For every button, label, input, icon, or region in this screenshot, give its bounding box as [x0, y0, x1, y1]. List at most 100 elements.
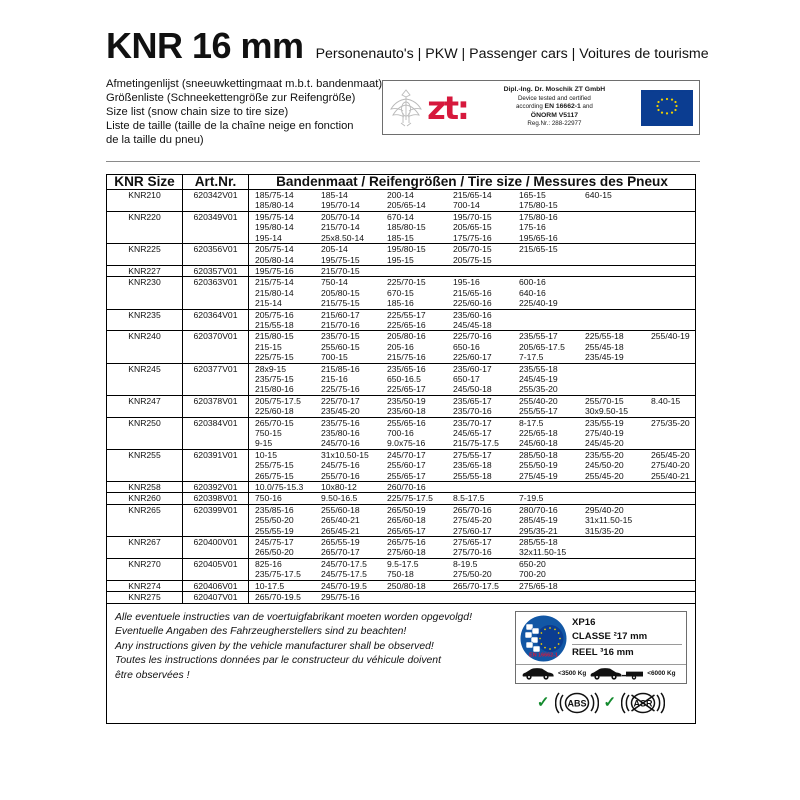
table-row: KNR258 620392V01 10.0/75-15.3 10x80-12 260/7… [106, 481, 696, 494]
cell-art-nr: 620356V01 [182, 243, 249, 266]
tire-size-column: 260/70-16 [381, 482, 447, 492]
tire-size-value: 255/60-17 [387, 460, 426, 471]
tire-size-value: 255/40-20 [519, 395, 558, 406]
tire-size-value: 255/70-16 [321, 470, 360, 481]
tire-size-value: 255/40-21 [651, 470, 690, 481]
tire-size-value: 255/60-15 [321, 341, 360, 352]
cell-tire-sizes: 265/70-15 750-15 9-15 235/75-16 235/80-16 245… [248, 416, 696, 450]
description-line: Afmetingenlijst (sneeuwkettingmaat m.b.t… [106, 78, 383, 90]
tire-size-column: 185-14 195/70-14 [315, 190, 381, 211]
tire-size-value: 235/65-18 [453, 460, 492, 471]
tire-size-value: 10-17.5 [255, 580, 285, 591]
cell-tire-sizes: 10.0/75-15.3 10x80-12 260/70-16 [248, 481, 696, 494]
tire-size-value: 215/75-14 [255, 277, 294, 288]
tire-size-value: 245/60-18 [519, 438, 558, 449]
tire-size-column: 215/65-15 [513, 244, 579, 265]
tire-size-value: 225/65-17 [387, 384, 426, 395]
tire-size-column [645, 581, 711, 591]
tire-size-value: 245/75-16 [321, 460, 360, 471]
tire-size-column [447, 592, 513, 602]
tire-size-column: 255/65-16 700-16 9.0x75-16 [381, 418, 447, 449]
tire-size-column [513, 482, 579, 492]
tire-size-value: 8-17.5 [519, 417, 544, 428]
tire-size-value: 31x11.50-15 [585, 515, 633, 526]
tire-size-value: 185-14 [321, 190, 348, 201]
tire-size-column [645, 212, 711, 243]
tire-size-column [579, 537, 645, 558]
tire-size-column [645, 310, 711, 331]
tire-size-value: 255/45-20 [585, 470, 624, 481]
tire-size-value: 255/65-16 [387, 417, 426, 428]
note-line: être observées ! [115, 669, 190, 681]
tire-size-value: 195/70-14 [321, 200, 360, 211]
tire-size-column: 205/80-16 205-16 215/75-16 [381, 331, 447, 362]
tire-size-value: 195-15 [387, 254, 414, 265]
tire-size-value: 275/55-17 [453, 449, 492, 460]
tire-size-column: 275/55-17 235/65-18 255/55-18 [447, 450, 513, 481]
tire-size-column [381, 266, 447, 276]
tire-size-column: 235/50-19 235/60-18 [381, 396, 447, 417]
tire-size-column: 235/85-16 255/50-20 255/55-19 [249, 505, 315, 536]
tire-size-value: 235/55-18 [519, 363, 558, 374]
tire-size-column: 235/55-17 205/65-17.5 7-17.5 [513, 331, 579, 362]
tire-size-column: 200-14 205/65-14 [381, 190, 447, 211]
tire-size-value: 265/45-20 [651, 449, 690, 460]
tire-size-value: 265/55-19 [321, 537, 360, 548]
cell-tire-sizes: 185/75-14 185/80-14 185-14 195/70-14 200-14 2… [248, 189, 696, 212]
document-header: KNR 16 mm Personenauto's | PKW | Passeng… [106, 28, 709, 64]
tire-size-column: 205-14 195/75-15 [315, 244, 381, 265]
tire-size-value: 275/65-17 [453, 537, 492, 548]
tire-size-value: 205-14 [321, 244, 348, 255]
tire-size-value: 245/45-20 [585, 438, 624, 449]
tire-size-value: 9-15 [255, 438, 273, 449]
tire-size-value: 245/50-18 [453, 384, 492, 395]
cell-knr-size: KNR240 [106, 330, 183, 364]
tire-size-value: 275/40-19 [585, 428, 624, 438]
cell-knr-size: KNR235 [106, 308, 183, 332]
cell-knr-size: KNR247 [106, 394, 183, 418]
cell-art-nr: 620384V01 [182, 416, 249, 450]
tire-size-value: 255/55-17 [519, 406, 558, 417]
tire-size-value: 235/60-17 [453, 363, 492, 374]
tire-size-column: 255/40-19 [645, 331, 711, 362]
tire-size-value: 295/35-21 [519, 525, 558, 536]
cell-tire-sizes: 825-16 235/75-17.5 245/70-17.5 245/75-17.5 9… [248, 557, 696, 581]
badge-divider [572, 644, 682, 646]
tire-size-value: 255/55-18 [453, 470, 492, 481]
tire-size-value: 255/50-19 [519, 460, 558, 471]
tire-size-value: 225/75-17.5 [387, 493, 433, 504]
tire-size-value: 265/75-16 [387, 537, 426, 548]
tire-size-column: 10x80-12 [315, 482, 381, 492]
tire-size-value: 235/45-19 [585, 352, 624, 363]
tire-size-column [579, 364, 645, 395]
tire-size-value: 650-16 [453, 341, 480, 352]
tire-size-column: 225/70-15 670-15 185-16 [381, 277, 447, 308]
tire-size-value: 235/65-16 [387, 363, 426, 374]
tire-size-column: 215/85-16 215-16 225/75-16 [315, 364, 381, 395]
tire-size-column: 265/70-16 275/45-20 275/60-17 [447, 505, 513, 536]
asr-check-icon: ✓ [603, 694, 617, 711]
tire-size-column: 245/75-17 265/50-20 [249, 537, 315, 558]
cell-tire-sizes: 205/75-14 205/80-14 205-14 195/75-15 195/80-… [248, 243, 696, 266]
cell-knr-size: KNR225 [106, 243, 183, 266]
tire-size-value: 165-15 [519, 190, 546, 201]
tire-size-value: 215/60-17 [321, 309, 360, 320]
tire-size-column [381, 592, 447, 602]
tire-size-value: 225/60-18 [255, 406, 294, 417]
badge-standard-label: EN 16662-1 [529, 652, 558, 658]
cell-tire-sizes: 10-17.5 245/70-19.5 250/80-18 265/70-17.5 27… [248, 579, 696, 593]
tire-size-column: 225/55-18 255/45-18 235/45-19 [579, 331, 645, 362]
tire-size-value: 235/60-18 [387, 406, 426, 417]
tire-size-column: 235/60-17 650-17 245/50-18 [447, 364, 513, 395]
tire-size-value: 7-17.5 [519, 352, 544, 363]
tire-size-value: 195/65-16 [519, 232, 558, 243]
tire-size-column: 265/75-16 275/60-18 [381, 537, 447, 558]
tire-size-value: 225/65-18 [519, 428, 558, 438]
tire-size-column [513, 592, 579, 602]
cell-knr-size: KNR220 [106, 210, 183, 245]
table-row: KNR230 620363V01 215/75-14 215/80-14 215-14 7… [106, 276, 696, 310]
tire-size-column: 280/70-16 285/45-19 295/35-21 [513, 505, 579, 536]
tire-size-value: 280/70-16 [519, 504, 558, 515]
tire-size-column: 195/75-16 [249, 266, 315, 276]
tire-size-value: 175-16 [519, 222, 546, 233]
